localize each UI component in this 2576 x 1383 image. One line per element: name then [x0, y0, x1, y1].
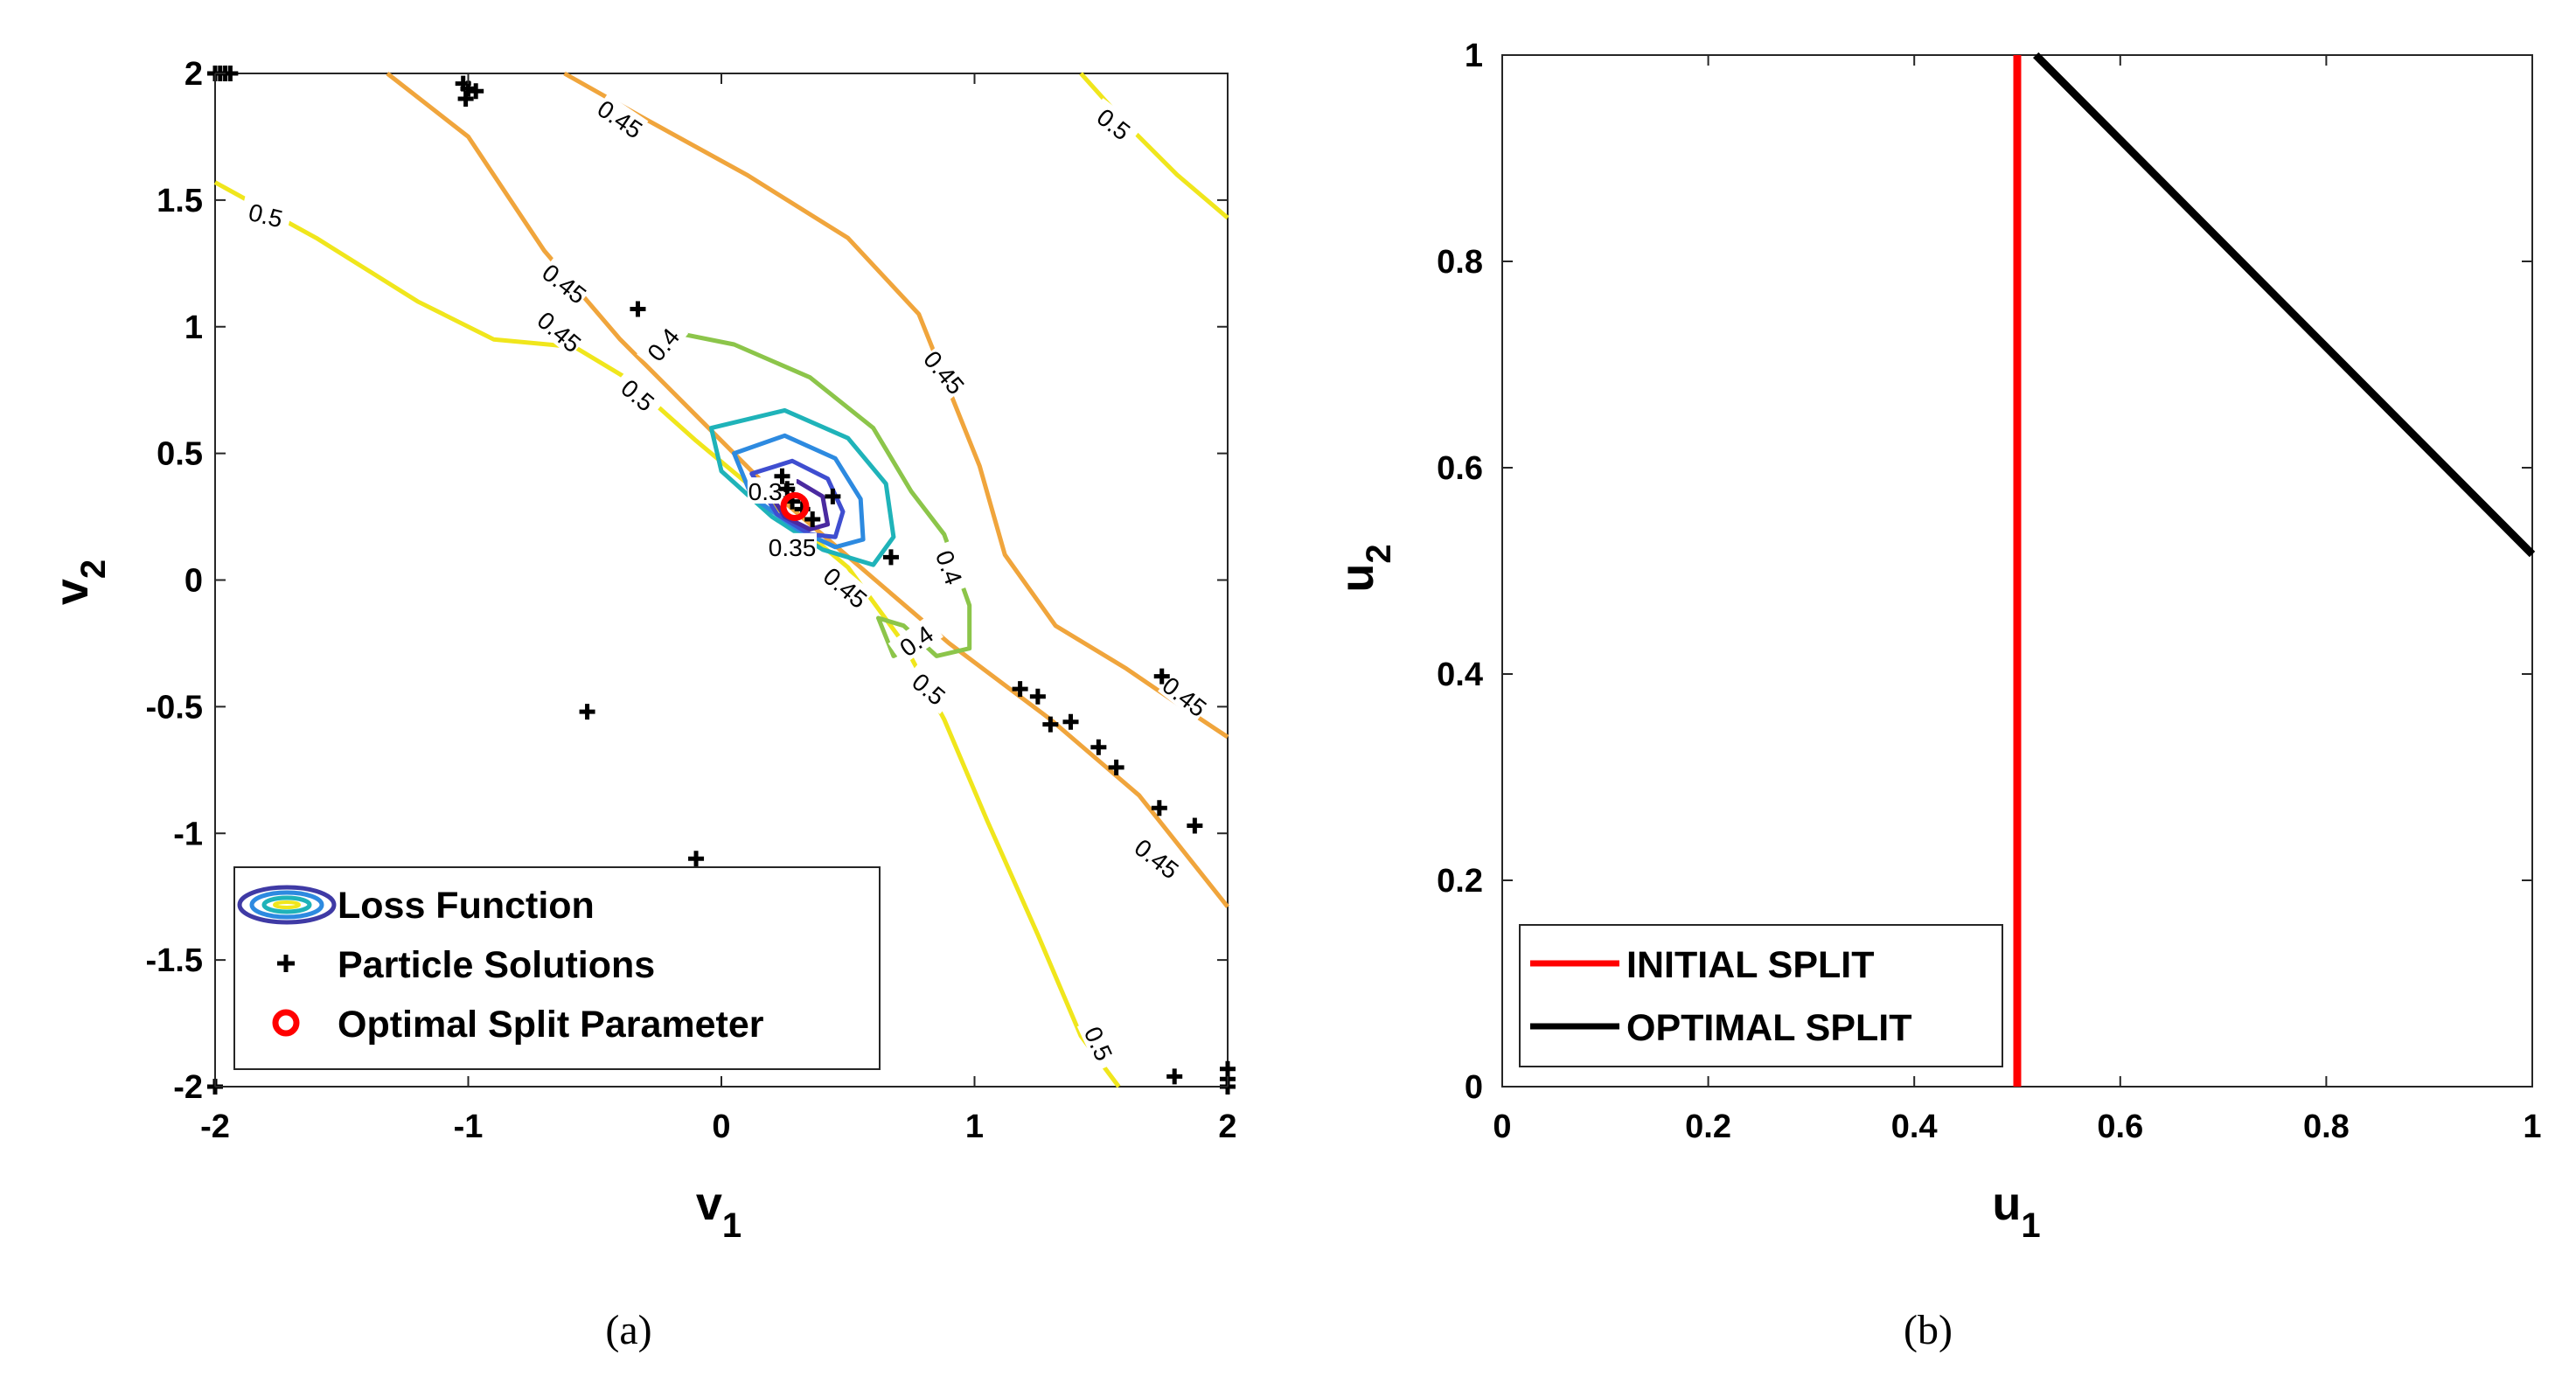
y-tick-label: 0.6	[1437, 450, 1483, 487]
particle-point	[1166, 1068, 1183, 1085]
legend-label-loss-function: Loss Function	[338, 885, 595, 927]
x-tick-label: 1	[2523, 1108, 2541, 1145]
x-tick-label: 0	[712, 1108, 730, 1145]
contour-label-bg	[611, 368, 666, 420]
particle-point	[1062, 713, 1079, 730]
legend-label-initial-split: INITIAL SPLIT	[1626, 944, 1875, 986]
contour-label-bg	[1158, 670, 1213, 722]
particle-point	[1012, 681, 1028, 698]
y-tick-label: 0	[184, 563, 203, 600]
contour-label-bg	[637, 316, 689, 372]
optimal-point-marker	[780, 491, 810, 521]
legend-label-particle-solutions: Particle Solutions	[338, 944, 655, 986]
panel-b-y-label: u2	[1331, 544, 1398, 592]
panel-b-x-label: u1	[1992, 1178, 2040, 1245]
particle-point	[468, 83, 484, 100]
contour-label-bg	[919, 344, 971, 400]
panel-a: 0.45 0.50.50.450.45 0.40.450.50.40.350.350…	[45, 56, 1237, 1245]
y-tick-label: 1	[1465, 38, 1483, 74]
y-tick-label: -0.5	[146, 689, 203, 726]
legend-plus-icon	[277, 955, 295, 972]
panel-a-x-ticks: -2 -1 0 1 2	[200, 73, 1237, 1145]
x-tick-label: 0.8	[2303, 1108, 2350, 1145]
legend-circle-icon	[272, 1009, 300, 1037]
particle-point	[457, 90, 474, 107]
contour-label-bg	[1076, 1015, 1122, 1072]
y-tick-label: 0.8	[1437, 244, 1483, 281]
panel-a-y-ticks: -2 -1.5 -1 -0.5 0 0.5 1 1.5 2	[146, 56, 1228, 1106]
contour-label-bg	[768, 532, 818, 559]
particle-point	[1187, 817, 1203, 834]
y-tick-label: 0.5	[157, 436, 203, 473]
contour-line-7	[749, 458, 846, 539]
y-tick-label: -1.5	[146, 942, 203, 979]
particle-point	[882, 549, 899, 566]
particle-point	[579, 704, 595, 720]
panel-b: 0 0.2 0.4 0.6 0.8 1 0 0.2 0.4 0.6 0.8 1 u1 u2 INIT…	[1331, 38, 2542, 1245]
y-tick-label: 0	[1465, 1069, 1483, 1106]
particle-point	[825, 488, 841, 504]
x-tick-label: 0.6	[2097, 1108, 2143, 1145]
panel-a-x-label: v1	[696, 1178, 741, 1245]
contour-label-bg	[537, 257, 593, 309]
particle-point	[1151, 800, 1167, 817]
panel-b-legend: INITIAL SPLIT OPTIMAL SPLIT	[1519, 924, 2003, 1067]
y-tick-label: -2	[173, 1069, 203, 1106]
particle-point	[804, 511, 821, 527]
contour-label-bg	[888, 615, 943, 665]
contour-line-6	[732, 433, 866, 550]
contour-label-bg	[533, 305, 588, 358]
particle-point	[630, 301, 646, 317]
contour-line-5	[708, 407, 896, 567]
y-tick-label: 0.4	[1437, 657, 1483, 693]
contour-line-3	[563, 71, 1229, 740]
legend-label-optimal-split: Optimal Split Parameter	[338, 1004, 764, 1046]
particle-point	[1029, 688, 1046, 705]
legend-ellipses-icon	[237, 885, 337, 925]
particle-point	[1153, 668, 1170, 685]
legend-label-optimal-split: OPTIMAL SPLIT	[1626, 1007, 1912, 1049]
particle-point	[779, 481, 796, 497]
y-tick-label: 1	[184, 309, 203, 346]
x-tick-label: -1	[454, 1108, 484, 1145]
particle-point	[1042, 716, 1059, 733]
contour-line-4	[683, 331, 972, 658]
contour-label-bg	[1130, 832, 1185, 884]
legend-box	[1519, 924, 2003, 1067]
contour-label-bg	[593, 94, 649, 143]
x-tick-label: 2	[1218, 1108, 1236, 1145]
x-tick-label: 0.2	[1685, 1108, 1731, 1145]
x-tick-label: 1	[965, 1108, 984, 1145]
panel-b-y-ticks: 0 0.2 0.4 0.6 0.8 1	[1437, 38, 2532, 1106]
x-tick-label: 0.4	[1891, 1108, 1938, 1145]
x-tick-label: -2	[200, 1108, 230, 1145]
particle-point	[1108, 759, 1124, 775]
y-tick-label: -1	[173, 816, 203, 852]
y-tick-label: 0.2	[1437, 863, 1483, 900]
y-tick-label: 2	[184, 56, 203, 93]
panel-b-x-ticks: 0 0.2 0.4 0.6 0.8 1	[1493, 55, 2542, 1145]
particle-point	[774, 468, 790, 484]
contour-label-bg	[239, 195, 293, 233]
particle-point	[1090, 739, 1107, 755]
contour-label-bg	[818, 560, 874, 613]
split-lines	[2013, 52, 2536, 1087]
x-tick-label: 0	[1493, 1108, 1511, 1145]
particle-point	[688, 851, 705, 867]
caption-b: (b)	[1904, 1307, 1953, 1353]
legend-box	[233, 866, 881, 1070]
contour-label-bg	[902, 662, 957, 714]
caption-a: (a)	[605, 1307, 651, 1353]
optimal-split-line	[2033, 52, 2536, 558]
contour-label-10: 0.35	[769, 534, 817, 561]
y-tick-label: 1.5	[157, 183, 203, 219]
contour-label-bg	[929, 539, 971, 595]
panel-a-legend: Loss Function Particle Solutions Optimal…	[233, 866, 881, 1070]
panel-a-y-label: v2	[45, 559, 113, 605]
contour-label-bg	[1087, 98, 1142, 149]
